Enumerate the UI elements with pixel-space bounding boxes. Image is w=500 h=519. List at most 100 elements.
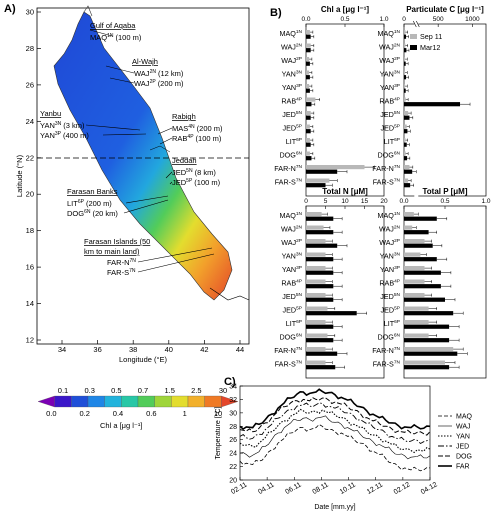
bar-category-label: WAJ2P: [281, 56, 302, 65]
line-y-tick-label: 34: [229, 384, 237, 391]
bar-mar12: [306, 311, 357, 316]
bar-x-tick-label: 1.0: [481, 198, 490, 205]
station-label-yan3p: YAN3P (400 m): [40, 131, 89, 140]
bar-sep11: [404, 178, 409, 183]
bar-mar12: [404, 61, 406, 66]
legend-swatch: [410, 45, 417, 50]
bar-sep11: [404, 97, 406, 102]
colorbar-segment: [121, 395, 139, 408]
bar-category-label: DOG6N: [377, 151, 400, 160]
bar-category-label: DOG6N: [279, 151, 302, 160]
colorbar-bottom-tick: 0.0: [46, 409, 56, 418]
bar-sep11: [404, 239, 425, 244]
map-x-axis: 34 36 38 40 42 44: [58, 340, 244, 354]
bar-category-label: FAR-S7N: [275, 178, 303, 187]
bar-chart-title: Chl a [μg l⁻¹]: [321, 5, 370, 14]
bar-mar12: [306, 297, 334, 302]
bar-mar12: [306, 243, 338, 248]
bar-sep11: [306, 252, 326, 257]
bar-sep11: [404, 138, 406, 143]
bar-category-label: JED5N: [380, 292, 400, 301]
bar-sep11: [306, 279, 326, 284]
bar-category-label: FAR-N7N: [372, 164, 400, 173]
bar-sep11: [306, 57, 310, 62]
bar-sep11: [306, 239, 326, 244]
bar-x-tick-label: 1.0: [379, 16, 388, 23]
bar-category-label: FAR-S7N: [373, 360, 401, 369]
line-legend-label: JED: [456, 444, 469, 451]
bar-mar12: [404, 297, 445, 302]
bar-sep11: [306, 347, 326, 352]
line-legend-label: FAR: [456, 464, 470, 471]
temperature-series-jed: [239, 402, 431, 445]
colorbar-bottom-tick: 1: [183, 409, 187, 418]
axis-break: [414, 22, 419, 198]
bar-mar12: [404, 156, 408, 161]
bar-mar12: [306, 257, 334, 262]
colorbar-bottom-tick: 10: [214, 409, 222, 418]
line-y-tick-label: 22: [229, 464, 237, 471]
bar-sep11: [306, 165, 365, 170]
colorbar-segment: [221, 395, 239, 408]
bar-mar12: [404, 142, 407, 147]
bar-category-label: FAR-N7N: [274, 346, 302, 355]
station-label-far-n7n: FAR-N7N: [107, 258, 136, 267]
bar-x-tick-label: 0.0: [399, 198, 408, 205]
bar-category-label: YAN3N: [380, 70, 401, 79]
axis-break-mark: [416, 20, 420, 28]
bar-sep11: [404, 30, 406, 35]
bar-mar12: [306, 365, 336, 370]
bar-category-label: LIT6P: [384, 137, 400, 146]
bar-sep11: [306, 178, 330, 183]
station-label-jed5n: JED5N (8 km): [172, 168, 216, 177]
bar-sep11: [404, 360, 445, 365]
bar-category-label: JED5P: [381, 124, 400, 133]
bar-category-label: YAN3P: [380, 265, 400, 274]
bar-mar12: [404, 270, 441, 275]
bar-category-label: YAN3P: [282, 83, 302, 92]
colorbar-segment: [204, 395, 222, 408]
bar-category-label: WAJ2N: [379, 225, 401, 234]
bar-sep11: [404, 293, 425, 298]
bar-category-label: LIT6P: [286, 319, 302, 328]
colorbar-bottom-tick: 0.4: [113, 409, 123, 418]
station-label-lit6p: LIT6P (200 m): [67, 199, 112, 208]
station-label-jed5p: JED5P (100 m): [172, 178, 221, 187]
legend-label: Mar12: [420, 43, 440, 52]
bar-sep11: [306, 43, 311, 48]
bar-sep11: [306, 97, 316, 102]
bar-sep11: [404, 124, 407, 129]
region-label-rabigh: Rabigh: [172, 112, 196, 121]
bar-charts: Chl a [μg l⁻¹] 0.0 0.5 1.0 MAQ1N WAJ2N WAJ2P YA…: [274, 5, 491, 379]
bar-sep11: [404, 320, 429, 325]
legend-swatch: [410, 34, 417, 39]
bar-x-tick-label: 0.0: [301, 16, 310, 23]
bar-category-label: FAR-S7N: [275, 360, 303, 369]
bar-category-label: MAQ1N: [279, 211, 302, 220]
bar-sep11: [306, 84, 310, 89]
bar-mar12: [404, 34, 407, 39]
line-y-tick-label: 20: [229, 478, 237, 485]
colorbar-segment: [187, 395, 205, 408]
bar-sep11: [404, 165, 410, 170]
colorbar-segment: [104, 395, 122, 408]
line-x-tick-label: 06.11: [284, 481, 302, 496]
line-x-tick-label: 04.12: [420, 481, 439, 496]
bar-mar12: [306, 270, 334, 275]
map-y-tick-label: 22: [26, 153, 34, 162]
bar-sep11: [306, 151, 310, 156]
line-x-tick-label: 12.11: [366, 481, 384, 496]
bar-sep11: [306, 320, 326, 325]
bar-chart-1: Chl a [μg l⁻¹] 0.0 0.5 1.0 MAQ1N WAJ2N WAJ2P YA…: [274, 5, 389, 197]
station-label-waj2p: WAJ2P (200 m): [134, 79, 184, 88]
bar-category-label: YAN3P: [282, 265, 302, 274]
map-y-tick-label: 26: [26, 80, 34, 89]
bar-sep11: [306, 266, 326, 271]
bar-x-tick-label: 500: [433, 16, 444, 23]
bar-sep11: [404, 151, 406, 156]
bar-mar12: [404, 338, 450, 343]
bar-sep11: [404, 266, 425, 271]
map-x-tick-label: 40: [165, 345, 173, 354]
station-leader-lines: [85, 29, 215, 273]
colorbar-label: Chl a [μg l⁻¹]: [100, 421, 142, 430]
